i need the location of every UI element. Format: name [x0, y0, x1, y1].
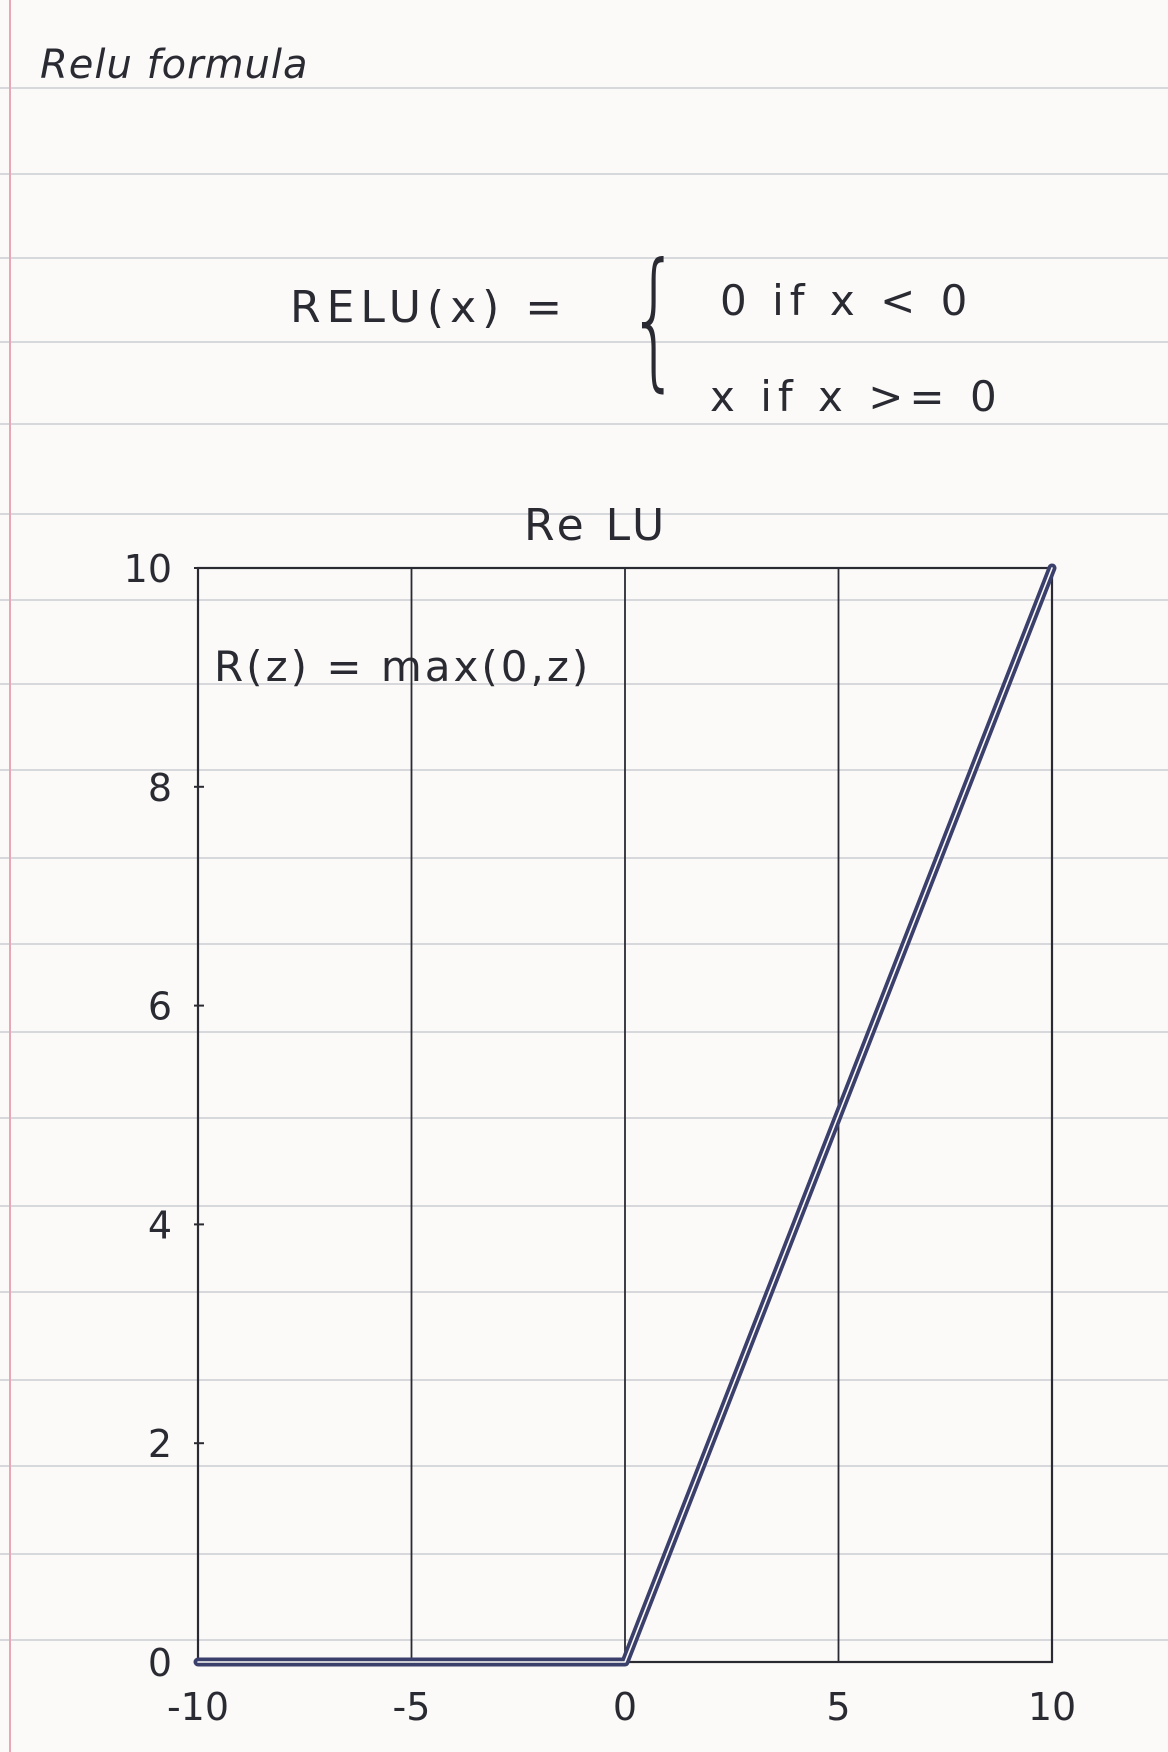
y-tick-label: 8 — [148, 766, 172, 810]
y-tick-label: 6 — [148, 985, 172, 1029]
y-tick-label: 0 — [148, 1641, 172, 1685]
x-tick-label: -5 — [393, 1685, 431, 1729]
formula-case-nonnegative: x if x >= 0 — [710, 372, 1003, 421]
x-tick-label: 10 — [1028, 1685, 1076, 1729]
y-tick-label: 10 — [124, 547, 172, 591]
y-tick-label: 4 — [148, 1203, 172, 1247]
formula-lhs: RELU(x) = — [290, 282, 569, 333]
relu-series-highlight — [197, 567, 1053, 1663]
chart-annotation: R(z) = max(0,z) — [214, 642, 592, 691]
y-tick-label: 2 — [148, 1422, 172, 1466]
page-heading: Relu formula — [40, 42, 309, 88]
chart-title: Re LU — [524, 500, 669, 551]
x-tick-label: 5 — [826, 1685, 850, 1729]
formula-case-negative: 0 if x < 0 — [720, 276, 974, 325]
formula-brace: { — [628, 232, 681, 406]
x-tick-label: -10 — [167, 1685, 229, 1729]
x-tick-label: 0 — [613, 1685, 637, 1729]
